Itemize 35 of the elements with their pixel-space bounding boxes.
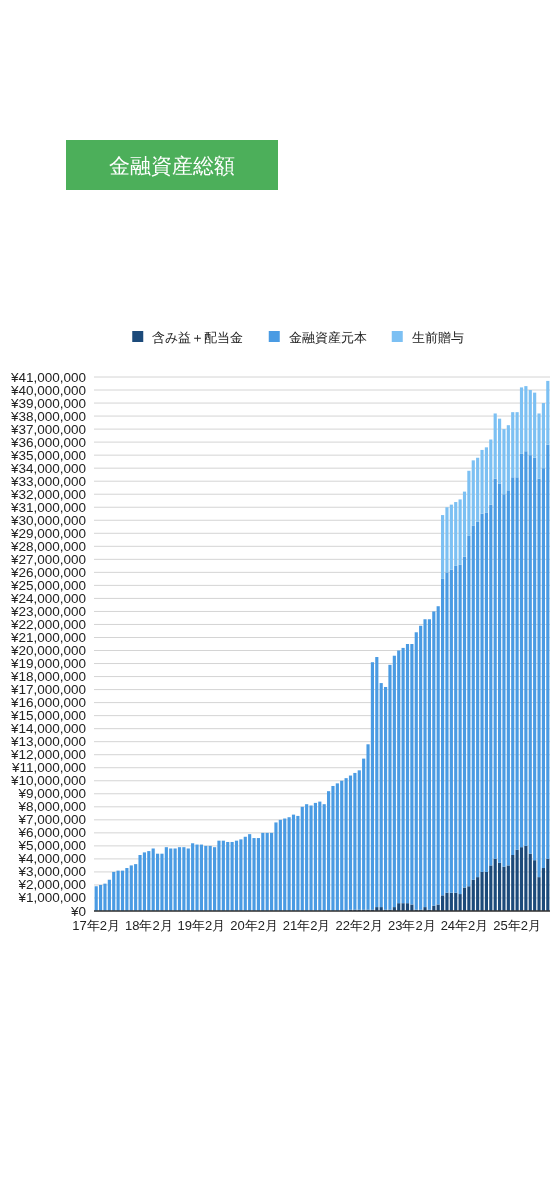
y-tick-label: ¥16,000,000: [9, 695, 86, 711]
y-tick-label: ¥11,000,000: [10, 760, 86, 776]
y-tick-label: ¥0: [69, 903, 86, 919]
x-tick-label: 20年2月: [230, 918, 278, 933]
x-tick-label: 18年2月: [124, 918, 173, 933]
chart-title: 金融資産総額: [109, 154, 235, 177]
y-tick-label: ¥19,000,000: [9, 656, 86, 672]
y-tick-label: ¥1,000,000: [17, 890, 86, 906]
legend-label: 含み益＋配当金: [152, 329, 244, 345]
legend-label: 金融資産元本: [288, 329, 367, 345]
x-tick-label: 25年2月: [493, 918, 541, 933]
y-tick-label: ¥20,000,000: [9, 643, 86, 659]
y-tick-label: ¥3,000,000: [17, 864, 86, 880]
y-tick-label: ¥8,000,000: [17, 799, 86, 815]
y-tick-label: ¥12,000,000: [9, 747, 86, 763]
x-tick-label: 17年2月: [72, 918, 121, 933]
y-tick-label: ¥17,000,000: [9, 682, 86, 698]
y-tick-label: ¥5,000,000: [17, 838, 86, 854]
y-tick-label: ¥4,000,000: [17, 851, 86, 867]
x-tick-label: 23年2月: [388, 918, 436, 933]
y-tick-label: ¥18,000,000: [9, 669, 86, 685]
y-tick-label: ¥6,000,000: [17, 825, 86, 841]
y-tick-label: ¥15,000,000: [9, 708, 86, 724]
y-tick-label: ¥10,000,000: [9, 773, 86, 789]
x-tick-label: 22年2月: [335, 918, 384, 933]
x-tick-label: 21年2月: [282, 918, 331, 933]
x-tick-label: 24年2月: [440, 918, 489, 933]
y-tick-label: ¥41,000,000: [9, 369, 86, 385]
y-tick-label: ¥13,000,000: [9, 734, 86, 750]
y-tick-label: ¥2,000,000: [17, 877, 86, 893]
x-tick-label: 19年2月: [177, 918, 226, 933]
y-tick-label: ¥9,000,000: [17, 786, 86, 802]
legend-label: 生前贈与: [411, 329, 464, 345]
y-tick-label: ¥7,000,000: [17, 812, 86, 828]
y-tick-label: ¥14,000,000: [9, 721, 86, 737]
